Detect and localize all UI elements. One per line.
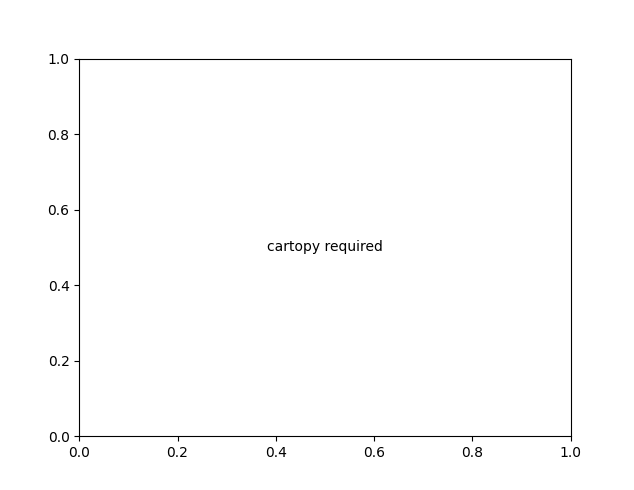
Text: cartopy required: cartopy required xyxy=(267,241,383,254)
